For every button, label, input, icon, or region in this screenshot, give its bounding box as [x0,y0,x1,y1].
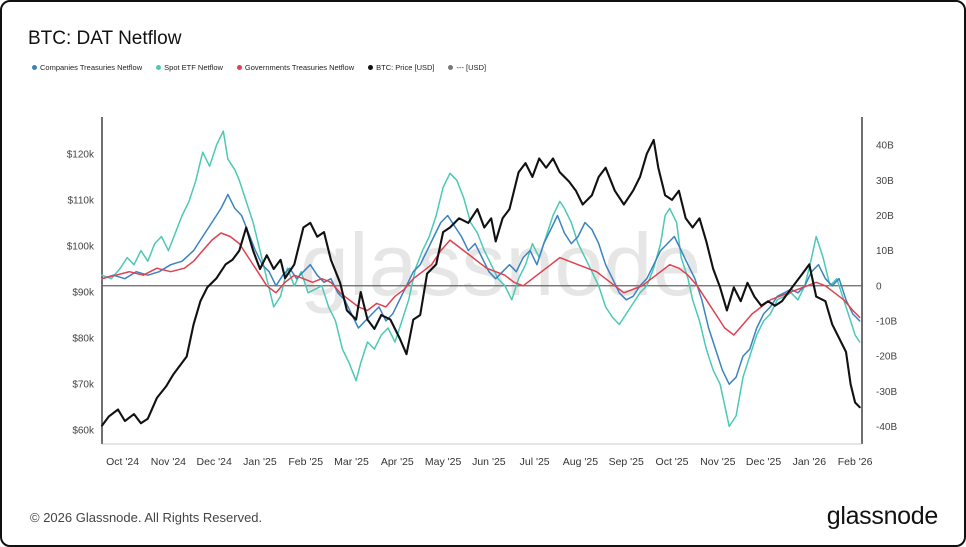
right-tick-label: 20B [876,211,894,222]
x-tick-label: Dec '24 [197,456,232,468]
x-tick-label: Jan '26 [793,456,827,468]
chart-title: BTC: DAT Netflow [28,28,182,49]
series-line-spot-etf-netflow [101,130,861,428]
right-tick-label: -10B [876,316,897,327]
series-line-companies-treasuries-netflow [101,193,861,385]
legend-item[interactable]: --- [USD] [448,63,486,72]
right-tick-label: 40B [876,141,894,152]
legend-label: Spot ETF Netflow [164,63,223,72]
x-tick-label: Jun '25 [472,456,506,468]
right-tick-label: -40B [876,422,897,433]
left-tick-label: $70k [72,380,95,391]
series-line-btc-price-usd [100,138,861,427]
left-tick-label: $90k [72,288,95,299]
x-tick-label: Nov '24 [151,456,186,468]
right-tick-label: -20B [876,352,897,363]
legend-dot-icon [32,65,37,70]
x-tick-label: Aug '25 [563,456,598,468]
legend-label: Governments Treasuries Netflow [244,63,355,72]
x-tick-label: Mar '25 [334,456,369,468]
x-tick-label: Apr '25 [381,456,414,468]
axes-layer: $60k $70k $80k $90k $100k $110k $120k -40B -30B -… [67,117,897,468]
legend-item[interactable]: Companies Treasuries Netflow [32,63,142,72]
brand-logo: glassnode [826,502,939,530]
legend-dot-icon [156,65,162,70]
watermark: glassnode [300,215,701,314]
x-tick-label: Oct '25 [656,456,689,468]
x-tick-label: Jan '25 [243,456,277,468]
x-tick-label: Dec '25 [746,456,781,468]
copyright-footer: © 2026 Glassnode. All Rights Reserved. [30,510,263,525]
legend-item[interactable]: BTC: Price [USD] [368,63,434,72]
left-tick-label: $120k [67,149,95,160]
x-tick-label: May '25 [425,456,462,468]
x-tick-label: Feb '25 [288,456,323,468]
left-tick-label: $60k [72,426,95,437]
right-tick-label: -30B [876,387,897,398]
x-tick-label: Nov '25 [700,456,735,468]
left-tick-label: $110k [67,195,95,206]
legend-item[interactable]: Governments Treasuries Netflow [236,63,355,72]
right-tick-label: 0 [876,281,882,292]
legend-item[interactable]: Spot ETF Netflow [156,63,223,72]
left-tick-label: $100k [67,241,95,252]
legend-dot-icon [236,65,242,70]
series-layer [100,130,861,428]
right-tick-label: 30B [876,176,894,187]
legend-label: BTC: Price [USD] [376,63,435,72]
x-tick-label: Jul '25 [520,456,550,468]
x-tick-label: Oct '24 [106,456,139,468]
legend-label: --- [USD] [456,63,487,72]
left-tick-label: $80k [72,334,95,345]
right-tick-label: 10B [876,246,894,257]
series-line-governments-treasuries-netflow [101,232,861,336]
legend-label: Companies Treasuries Netflow [40,63,143,72]
x-tick-label: Feb '26 [838,456,873,468]
x-tick-label: Sep '25 [609,456,644,468]
legend-dot-icon [448,65,454,70]
legend-dot-icon [368,65,374,70]
legend: Companies Treasuries Netflow Spot ETF Net… [32,63,486,72]
